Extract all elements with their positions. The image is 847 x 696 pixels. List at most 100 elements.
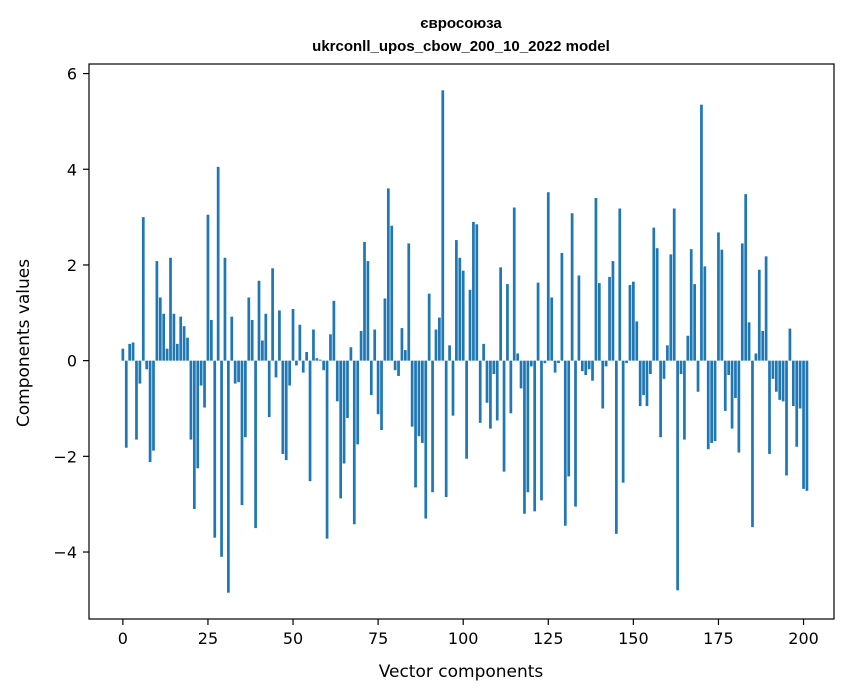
bar-22 <box>196 360 200 469</box>
bar-62 <box>332 300 336 361</box>
bar-50 <box>291 308 295 361</box>
x-tick-label-3: 75 <box>368 629 388 648</box>
bar-26 <box>209 319 213 361</box>
bar-193 <box>778 360 782 400</box>
bar-68 <box>352 360 356 525</box>
bar-149 <box>628 285 632 361</box>
bar-190 <box>768 360 771 454</box>
bar-83 <box>403 350 407 361</box>
bar-80 <box>393 360 397 371</box>
bar-15 <box>172 313 176 361</box>
bar-93 <box>438 317 441 361</box>
bar-159 <box>662 360 666 379</box>
bar-141 <box>601 360 605 409</box>
bar-72 <box>366 261 370 361</box>
bar-66 <box>346 360 349 419</box>
bar-148 <box>625 360 628 364</box>
y-tick-label-3: 2 <box>67 256 77 275</box>
bar-98 <box>455 240 458 361</box>
bar-5 <box>138 360 142 384</box>
x-axis-label: Vector components <box>379 662 544 682</box>
bar-177 <box>723 360 727 411</box>
x-tick-label-7: 175 <box>703 629 734 648</box>
bar-140 <box>597 283 601 361</box>
bar-100 <box>461 270 465 361</box>
bar-109 <box>492 360 496 375</box>
bar-119 <box>526 360 530 493</box>
bar-165 <box>683 360 686 440</box>
bar-92 <box>434 329 438 361</box>
bar-78 <box>386 188 390 361</box>
bar-132 <box>570 213 574 361</box>
bar-143 <box>608 276 611 361</box>
bar-52 <box>298 324 302 361</box>
bar-168 <box>693 284 696 361</box>
bar-7 <box>145 360 149 370</box>
bar-160 <box>666 345 669 361</box>
bar-85 <box>410 360 414 427</box>
bar-174 <box>713 360 717 442</box>
bar-95 <box>444 360 448 497</box>
bar-29 <box>220 360 223 557</box>
bar-195 <box>785 360 788 476</box>
bar-116 <box>516 353 520 361</box>
bar-36 <box>244 360 247 438</box>
bars-group <box>121 90 809 593</box>
bar-167 <box>689 249 693 361</box>
bar-54 <box>305 352 308 361</box>
x-tick-label-8: 200 <box>788 629 819 648</box>
bar-103 <box>472 221 475 361</box>
bar-106 <box>482 343 485 361</box>
bar-183 <box>744 194 748 361</box>
bar-150 <box>632 281 635 361</box>
bar-20 <box>189 360 193 440</box>
bar-6 <box>141 217 145 361</box>
bar-55 <box>308 360 312 482</box>
bar-11 <box>158 297 162 361</box>
bar-37 <box>247 297 251 361</box>
bar-67 <box>349 347 353 361</box>
bar-47 <box>281 360 285 454</box>
x-tick-label-2: 50 <box>283 629 303 648</box>
bar-94 <box>441 90 445 361</box>
bar-24 <box>203 360 206 408</box>
bar-187 <box>757 269 761 361</box>
bar-30 <box>223 257 227 361</box>
bar-8 <box>148 360 152 463</box>
bar-133 <box>574 360 577 507</box>
bar-39 <box>254 360 257 529</box>
bar-112 <box>502 360 506 472</box>
bar-91 <box>431 360 434 493</box>
bar-138 <box>591 360 594 381</box>
bar-129 <box>560 252 564 361</box>
bar-144 <box>611 261 615 361</box>
bar-117 <box>519 360 523 389</box>
bar-104 <box>475 224 479 361</box>
bar-145 <box>614 360 618 534</box>
bar-86 <box>414 360 417 488</box>
bar-4 <box>135 360 138 440</box>
bar-27 <box>213 360 217 538</box>
bar-135 <box>580 360 584 372</box>
bar-179 <box>730 360 734 429</box>
bar-113 <box>506 284 509 361</box>
bar-194 <box>781 360 785 402</box>
bar-40 <box>257 280 261 361</box>
bar-42 <box>264 313 268 361</box>
bar-12 <box>162 313 166 361</box>
bar-154 <box>645 360 649 407</box>
bar-79 <box>390 225 394 361</box>
bar-19 <box>186 337 189 361</box>
bar-105 <box>478 360 482 423</box>
bar-124 <box>543 360 547 364</box>
bar-122 <box>536 282 540 361</box>
bar-84 <box>407 243 411 361</box>
bar-107 <box>485 360 489 403</box>
bar-45 <box>274 360 278 378</box>
bar-166 <box>686 335 690 361</box>
bar-172 <box>706 360 710 450</box>
chart-title-line2: ukrconll_upos_cbow_200_10_2022 model <box>312 38 610 55</box>
bar-189 <box>764 256 768 361</box>
bar-0 <box>121 348 125 361</box>
